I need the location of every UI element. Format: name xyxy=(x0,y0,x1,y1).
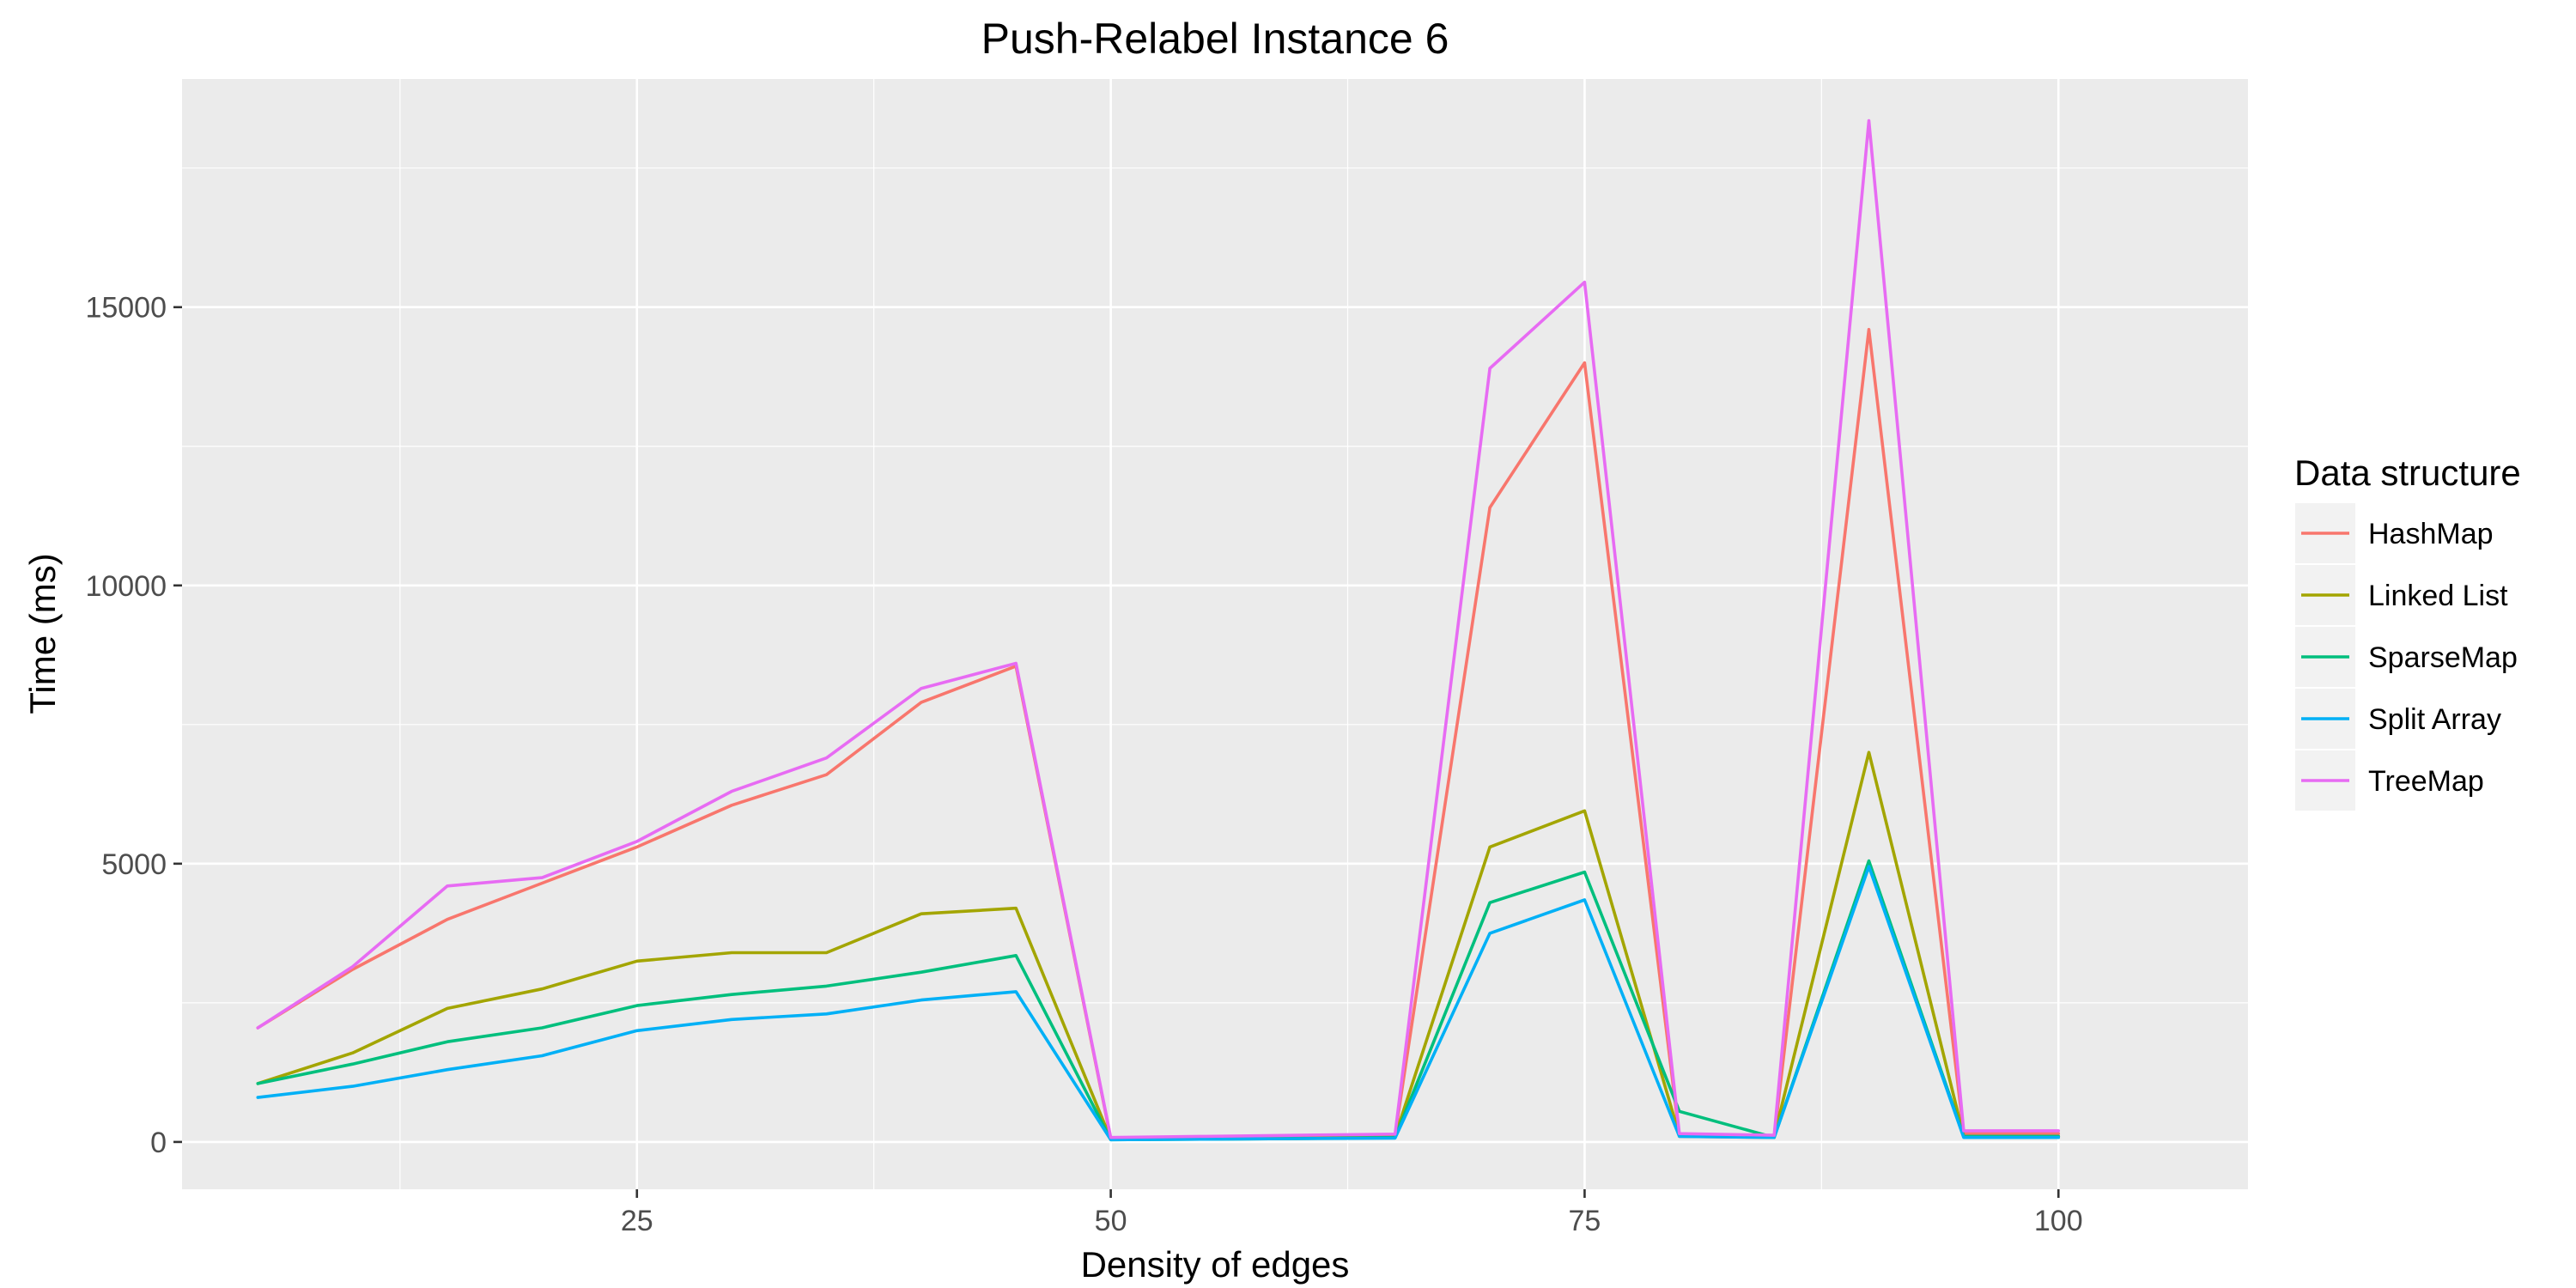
series-line-treemap xyxy=(256,118,2061,1139)
minor-gridlines xyxy=(182,79,2248,1189)
legend-items: HashMap Linked List SparseMap Split Array Tr… xyxy=(2293,501,2518,812)
y-tick-label: 0 xyxy=(150,1127,167,1159)
x-tick-label: 75 xyxy=(1569,1205,1601,1237)
y-axis-ticks: 0 5000 10000 15000 xyxy=(85,292,182,1159)
series-lines xyxy=(256,118,2061,1142)
major-gridlines xyxy=(182,79,2248,1189)
legend-label-linked-list: Linked List xyxy=(2368,580,2508,612)
y-tick-label: 10000 xyxy=(85,570,167,603)
chart-title: Push-Relabel Instance 6 xyxy=(981,15,1449,63)
legend-label-sparsemap: SparseMap xyxy=(2368,641,2518,674)
x-tick-label: 100 xyxy=(2034,1205,2083,1237)
y-tick-label: 5000 xyxy=(101,848,167,881)
plot-panel xyxy=(182,79,2248,1189)
x-axis-title: Density of edges xyxy=(1081,1244,1350,1285)
x-tick-label: 50 xyxy=(1095,1205,1127,1237)
legend-label-hashmap: HashMap xyxy=(2368,518,2494,550)
x-axis-ticks: 25 50 75 100 xyxy=(621,1189,2083,1237)
series-line-split-array xyxy=(256,865,2061,1142)
y-axis-title: Time (ms) xyxy=(22,553,63,714)
legend-label-treemap: TreeMap xyxy=(2368,765,2484,798)
y-tick-label: 15000 xyxy=(85,292,167,325)
legend-label-split-array: Split Array xyxy=(2368,703,2501,736)
legend: Data structure HashMap Linked List SparseM… xyxy=(2293,453,2521,812)
x-tick-label: 25 xyxy=(621,1205,653,1237)
legend-title: Data structure xyxy=(2294,453,2521,493)
